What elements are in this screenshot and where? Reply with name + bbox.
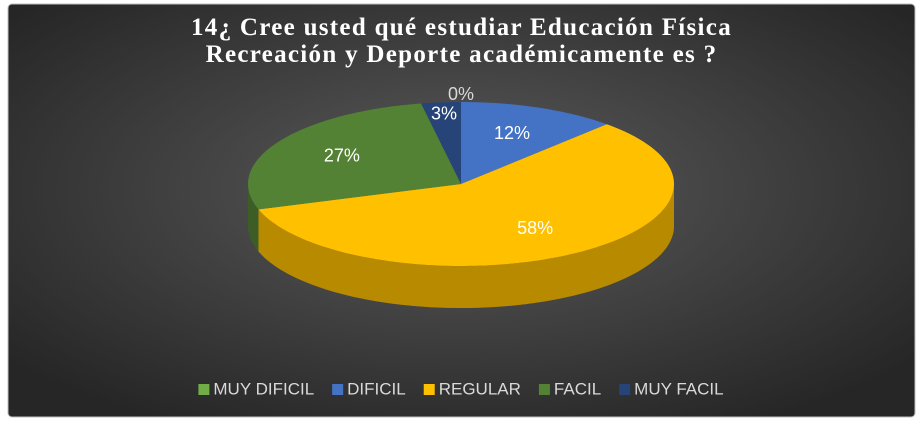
data-label: 12% [494,123,530,143]
legend-item: MUY DIFICIL [198,379,314,398]
slice-side [248,184,259,252]
slice [258,124,674,266]
legend-label: DIFICIL [347,379,406,398]
slice-side-shade [248,184,259,252]
slice [461,102,607,184]
data-label: 27% [324,146,360,166]
slice [248,103,461,210]
data-label: 0% [448,84,474,104]
legend-label: MUY DIFICIL [213,379,314,398]
legend-swatch [619,384,631,395]
slice [421,102,461,184]
legend-label: MUY FACIL [634,379,723,398]
legend-swatch [538,384,550,395]
legend-item: REGULAR [423,379,521,398]
legend-swatch [332,384,344,395]
slice-side-shade [258,184,674,308]
legend-label: FACIL [554,379,601,398]
pie: 0% 12% 58% 27% 3% [248,84,674,308]
legend-item: FACIL [538,379,601,398]
legend-swatch [423,384,435,395]
legend-label: REGULAR [439,379,521,398]
slice-side [258,184,674,308]
legend: MUY DIFICIL DIFICIL REGULAR FACIL MUY FACIL [198,379,724,398]
data-label: 58% [517,218,553,238]
chart-title: 14¿ Cree usted qué estudiar Educación Fí… [190,14,732,68]
legend-swatch [198,384,210,395]
legend-item: MUY FACIL [619,379,724,398]
legend-item: DIFICIL [332,379,406,398]
data-label: 3% [431,103,457,123]
